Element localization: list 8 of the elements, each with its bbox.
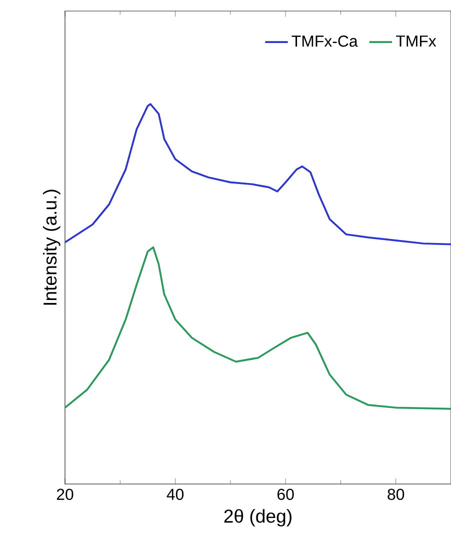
x-tick-label: 40 <box>166 488 184 500</box>
y-axis-title: Intensity (a.u.) <box>42 190 60 305</box>
x-tick-label: 60 <box>278 488 294 500</box>
legend-label: TMFx-Ca <box>292 35 358 47</box>
x-tick-label: 80 <box>388 488 404 500</box>
x-tick-label: 20 <box>56 488 74 500</box>
legend-label: TMFx <box>396 36 436 47</box>
x-axis-title: 2θ (deg) <box>224 509 292 526</box>
